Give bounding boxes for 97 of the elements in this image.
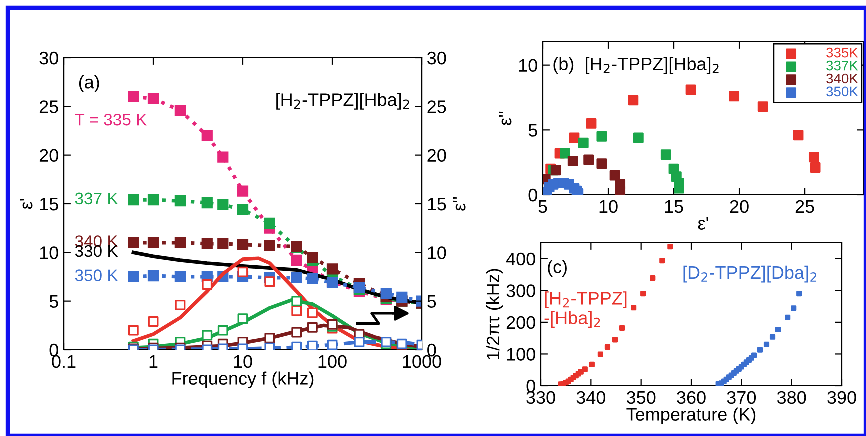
point: [791, 306, 797, 312]
point: [785, 314, 791, 320]
point: [757, 347, 764, 353]
y2-tick-label: 0: [428, 344, 436, 357]
x-tick-label: 350: [626, 391, 656, 404]
point: [793, 130, 804, 141]
y-axis-title: 1/2πτ (kHz): [486, 269, 504, 360]
legend-label: 350K: [826, 86, 858, 97]
x-tick-label: 20: [730, 200, 749, 214]
annotation: [H$_{2}$-TPPZ][Hba]$_{2}$: [276, 93, 410, 110]
point: [568, 156, 578, 167]
point: [686, 84, 696, 96]
x-tick-label: 10: [600, 200, 618, 214]
y-tick-label: 10: [40, 246, 58, 260]
y-axis-title: ε'': [499, 112, 512, 126]
point: [612, 337, 618, 343]
point: [668, 164, 680, 174]
point: [615, 179, 626, 190]
point: [729, 91, 740, 102]
x-tick-label: 390: [828, 391, 856, 404]
point: [640, 291, 646, 297]
y-tick-label: 5: [50, 295, 58, 308]
x-axis-title: Frequency f (kHz): [172, 372, 314, 389]
point: [808, 152, 820, 163]
point: [770, 334, 776, 340]
x-axis-title: Temperature (K): [626, 408, 756, 425]
annotation: (c): [548, 260, 567, 277]
y2-tick-label: 5: [428, 295, 436, 308]
y2-tick-label: 20: [428, 149, 446, 162]
x-axis-title: ε': [698, 217, 708, 230]
series-label: [H$_{2}$-TPPZ] -[Hba]$_{2}$: [544, 292, 627, 328]
point: [596, 158, 608, 170]
legend-label: 340K: [826, 74, 858, 84]
series-label: 337 K: [75, 192, 118, 205]
point: [660, 150, 672, 160]
y2-tick-label: 30: [428, 52, 446, 65]
point: [589, 362, 595, 368]
x-tick-label: 0.1: [52, 355, 76, 368]
point: [604, 344, 611, 350]
point: [660, 258, 666, 264]
x-tick-label: 340: [576, 391, 606, 404]
x-tick-label: 15: [665, 200, 684, 214]
y2-tick-label: 10: [428, 246, 446, 260]
point: [751, 352, 758, 358]
x-tick-label: 1: [150, 356, 158, 368]
point: [598, 352, 604, 358]
point: [586, 118, 597, 129]
x-tick-label: 370: [727, 391, 756, 404]
x-tick-label: 10: [234, 355, 252, 368]
point: [619, 325, 626, 331]
x-tick-label: 1000: [403, 355, 442, 368]
x-tick-label: 360: [677, 391, 706, 404]
y-tick-label: 0: [528, 188, 538, 202]
point: [810, 162, 821, 173]
point: [569, 132, 580, 144]
point: [668, 244, 674, 250]
y-tick-label: 400: [506, 252, 536, 266]
point: [578, 138, 589, 148]
point: [578, 369, 584, 375]
point: [764, 342, 770, 348]
point: [582, 366, 588, 372]
y2-axis-title: ε'': [453, 197, 466, 211]
series-label: [D$_{2}$-TPPZ][Dba]$_{2}$: [684, 266, 817, 283]
y-tick-label: 5: [528, 124, 538, 137]
x-tick-label: 100: [318, 355, 347, 368]
annotation: (b) [H$_{2}$-TPPZ][Hba]$_{2}$: [554, 57, 719, 74]
y-tick-label: 25: [40, 100, 58, 114]
x-tick-label: 330: [526, 391, 556, 404]
point: [596, 131, 608, 142]
y-tick-label: 0: [50, 344, 58, 357]
y-axis-title: ε': [20, 199, 33, 210]
annotation: (a): [79, 76, 100, 92]
y-tick-label: 30: [40, 52, 58, 65]
point: [631, 305, 637, 311]
x-tick-label: 5: [538, 200, 548, 214]
point: [796, 291, 802, 297]
series-label: 350 K: [75, 270, 118, 282]
y2-tick-label: 25: [428, 100, 446, 114]
legend-label: 337K: [826, 60, 858, 71]
point: [610, 170, 620, 181]
point: [550, 165, 562, 176]
point: [628, 95, 639, 106]
point: [650, 275, 656, 282]
y-tick-label: 10: [519, 59, 538, 72]
y-tick-label: 300: [506, 284, 536, 298]
x-tick-label: 380: [777, 391, 806, 404]
series-label: 330 K: [75, 245, 118, 258]
y-tick-label: 200: [506, 316, 536, 330]
point: [560, 148, 570, 159]
text: 335K: [826, 48, 858, 58]
point: [633, 132, 644, 144]
y-tick-label: 20: [40, 149, 58, 162]
point: [584, 154, 594, 166]
point: [758, 102, 768, 112]
series-label: T = 335 K: [75, 114, 147, 126]
x-tick-label: 25: [796, 200, 814, 214]
point: [775, 326, 782, 333]
